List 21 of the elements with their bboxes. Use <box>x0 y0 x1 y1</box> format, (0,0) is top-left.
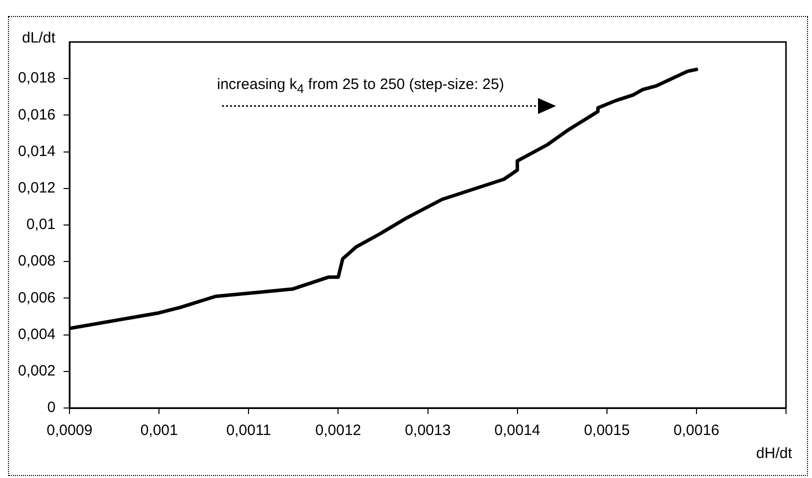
annotation: increasing k$_{4}$ from 25 to 250 (step-size: 25) <box>217 76 504 96</box>
y-tick-label: 0,01 <box>26 216 56 234</box>
x-tick-label: 0,0011 <box>226 422 272 440</box>
y-tick-label: 0 <box>47 399 56 416</box>
y-axis-title: dL/dt <box>22 30 56 47</box>
x-tick-label: 0,001 <box>140 422 178 440</box>
y-tick-label: 0,004 <box>18 326 56 343</box>
x-tick-label: 0,0009 <box>46 422 92 440</box>
x-tick-label: 0,0013 <box>404 422 451 440</box>
y-tick-label: 0,012 <box>18 180 56 197</box>
x-tick-label: 0,0015 <box>584 422 630 440</box>
x-axis-title: dH/dt <box>756 445 793 462</box>
y-tick-label: 0,006 <box>18 289 56 306</box>
y-tick-label: 0,016 <box>18 106 56 124</box>
y-tick-label: 0,014 <box>18 142 56 160</box>
x-tick-label: 0,0012 <box>315 422 362 440</box>
y-tick-label: 0,008 <box>18 252 56 270</box>
y-tick-label: 0,002 <box>18 362 56 380</box>
x-tick-label: 0,0016 <box>673 422 720 440</box>
x-tick-label: 0,0014 <box>494 422 540 440</box>
y-tick-label: 0,018 <box>18 70 56 87</box>
